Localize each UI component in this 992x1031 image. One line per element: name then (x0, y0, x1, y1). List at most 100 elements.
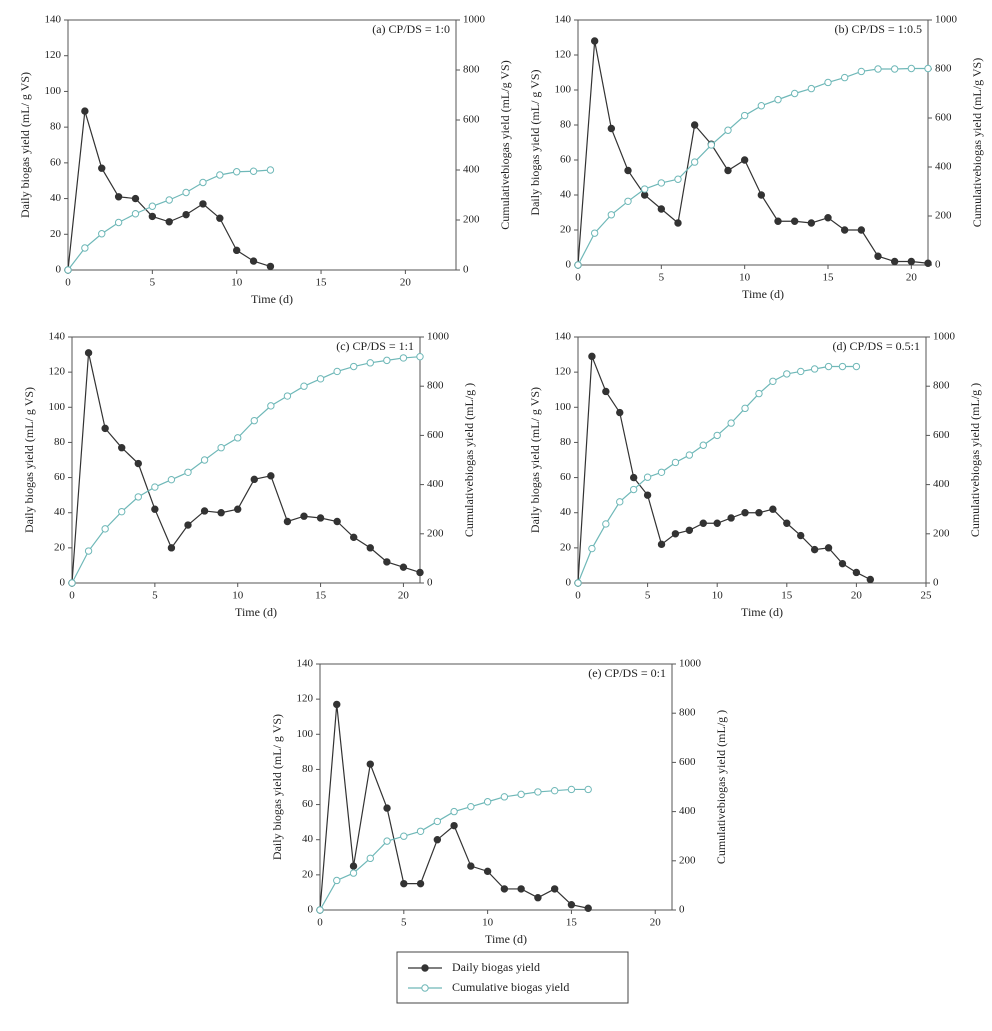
data-point (101, 424, 109, 433)
data-point (383, 837, 391, 845)
data-point (249, 257, 258, 265)
legend-box (396, 951, 629, 1004)
y-tick-label: 120 (45, 49, 62, 61)
data-point (199, 178, 207, 187)
data-point (283, 517, 292, 526)
data-point (250, 475, 258, 484)
data-point (416, 568, 424, 577)
data-point (383, 558, 391, 566)
x-tick-label: 10 (739, 272, 751, 284)
y-tick-label: 80 (54, 436, 66, 448)
data-point (134, 493, 142, 501)
data-point (797, 531, 805, 540)
x-tick-label: 5 (152, 590, 158, 602)
data-point (151, 505, 159, 513)
data-point (602, 520, 610, 528)
y2-tick-label: 0 (933, 577, 939, 589)
data-point (924, 64, 932, 73)
data-point (690, 158, 699, 166)
y-tick-label: 0 (566, 259, 572, 271)
y2-axis-label: Cumulativebiogas yield (mL/g ) (714, 710, 728, 864)
data-point (769, 505, 777, 513)
data-point (810, 545, 819, 554)
data-point (890, 257, 899, 266)
data-point (114, 193, 123, 201)
y2-tick-label: 200 (463, 214, 480, 226)
data-point (400, 832, 408, 840)
data-point (383, 804, 391, 812)
data-point (838, 362, 847, 371)
data-point (671, 530, 680, 538)
data-point (574, 579, 582, 587)
legend-label: Cumulative biogas yield (452, 980, 569, 994)
x-tick-label: 0 (65, 277, 71, 289)
data-point (467, 862, 475, 870)
data-point (852, 362, 861, 371)
data-point (333, 517, 341, 526)
data-point (774, 217, 782, 225)
data-point (333, 876, 341, 885)
data-point (640, 191, 649, 199)
data-point (500, 885, 509, 893)
data-point (629, 485, 638, 494)
x-axis-label: Time (d) (742, 287, 784, 301)
data-point (300, 382, 308, 390)
data-point (333, 367, 341, 376)
data-point (366, 760, 374, 768)
data-point (657, 468, 666, 476)
data-point (674, 219, 682, 227)
data-point (131, 194, 140, 203)
y-tick-label: 20 (302, 868, 314, 880)
data-point (483, 867, 492, 876)
y2-tick-label: 0 (679, 904, 685, 916)
data-point (866, 575, 875, 584)
data-point (807, 219, 816, 227)
x-tick-label: 15 (315, 590, 327, 602)
data-point (316, 375, 325, 383)
data-point (602, 387, 610, 396)
plot-frame (67, 19, 457, 271)
y-tick-label: 40 (50, 192, 62, 204)
data-point (165, 218, 173, 226)
y-tick-label: 100 (555, 401, 572, 413)
data-point (433, 817, 442, 826)
x-axis-label: Time (d) (485, 932, 527, 946)
data-point (316, 906, 324, 914)
data-point (616, 498, 624, 506)
data-point (584, 785, 592, 794)
data-point (366, 544, 374, 552)
x-tick-label: 5 (150, 277, 156, 289)
data-point (741, 404, 749, 413)
panel-annotation: (d) CP/DS = 0.5:1 (833, 339, 920, 353)
legend-marker (421, 964, 429, 972)
y-tick-label: 20 (54, 541, 66, 553)
y2-axis-label: Cumulativebiogas yield (mL/g ) (968, 383, 982, 537)
data-point (234, 434, 242, 442)
data-point (810, 365, 819, 373)
series-line (577, 67, 928, 266)
plot-frame (319, 663, 673, 911)
data-point (757, 102, 766, 110)
y-axis-label: Daily biogas yield (mL/ g VS) (270, 714, 284, 860)
y2-tick-label: 1000 (463, 14, 486, 26)
data-point (267, 472, 275, 480)
y2-tick-label: 400 (679, 805, 696, 817)
y2-tick-label: 200 (933, 527, 950, 539)
x-tick-label: 20 (906, 272, 918, 284)
data-point (182, 188, 190, 197)
data-point (840, 73, 849, 82)
data-point (740, 111, 749, 120)
y-tick-label: 100 (45, 85, 62, 97)
y2-tick-label: 800 (427, 380, 444, 392)
data-point (399, 563, 408, 571)
y-tick-label: 140 (555, 331, 572, 343)
x-tick-label: 5 (401, 917, 407, 929)
data-point (300, 512, 308, 520)
data-point (724, 126, 732, 134)
y2-tick-label: 400 (427, 478, 444, 490)
x-tick-label: 0 (575, 590, 581, 602)
data-point (232, 246, 241, 255)
x-tick-label: 15 (823, 272, 835, 284)
data-point (824, 544, 833, 552)
data-point (101, 525, 109, 533)
